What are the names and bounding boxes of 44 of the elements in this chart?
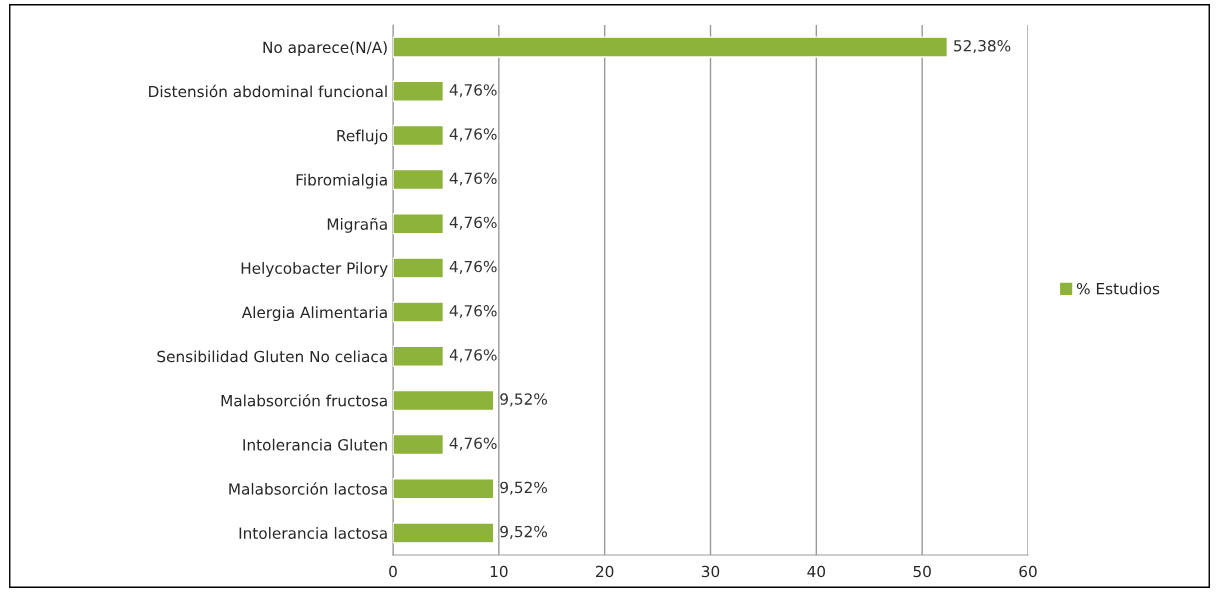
x-tick-label: 30 — [701, 565, 720, 578]
bar — [393, 257, 445, 279]
y-tick-label: Malabsorción fructosa — [221, 394, 387, 407]
y-tick-label: Reflujo — [337, 129, 388, 145]
data-label: 4,76% — [449, 349, 497, 363]
data-label: 9,52% — [500, 481, 547, 495]
x-tick-label: 50 — [913, 565, 931, 578]
bar — [393, 345, 445, 367]
bar — [393, 389, 495, 412]
bar — [393, 168, 445, 191]
data-label: 4,76% — [449, 172, 497, 186]
y-tick-label: Migraña — [327, 217, 387, 233]
legend-label: % Estudios — [1076, 282, 1160, 295]
y-tick-label: Sensibilidad Gluten No celiaca — [157, 350, 387, 363]
y-tick-label: Alergia Alimentaria — [241, 306, 387, 322]
x-tick-label: 40 — [807, 565, 826, 578]
y-tick-label: Helycobacter Pilory — [241, 262, 388, 277]
y-tick-label: Malabsorción lactosa — [229, 482, 387, 495]
bar — [393, 213, 445, 235]
bar — [393, 301, 445, 323]
x-tick-label: 10 — [490, 565, 508, 578]
bar — [393, 433, 445, 456]
x-tick-label: 20 — [596, 565, 614, 578]
data-label: 4,76% — [449, 304, 497, 319]
data-label: 4,76% — [449, 128, 497, 142]
data-label: 4,76% — [449, 260, 497, 274]
x-tick-label: 60 — [1019, 565, 1037, 578]
data-label: 9,52% — [500, 393, 547, 407]
data-label: 52,38% — [954, 39, 1011, 54]
data-label: 4,76% — [449, 216, 497, 230]
y-tick-label: No aparece(N/A) — [263, 41, 387, 57]
bar — [393, 478, 495, 500]
data-label: 9,52% — [500, 525, 547, 539]
bar — [393, 124, 445, 147]
data-label: 4,76% — [449, 84, 497, 98]
y-tick-label: Intolerancia Gluten — [243, 438, 387, 451]
bar — [393, 36, 949, 58]
y-tick-label: Distensión abdominal funcional — [149, 84, 387, 98]
data-label: 4,76% — [449, 437, 497, 451]
x-tick-label: 0 — [389, 565, 397, 578]
y-tick-label: Intolerancia lactosa — [239, 527, 387, 539]
y-tick-label: Fibromialgia — [296, 173, 387, 189]
bar — [393, 80, 445, 102]
bar — [393, 522, 495, 544]
